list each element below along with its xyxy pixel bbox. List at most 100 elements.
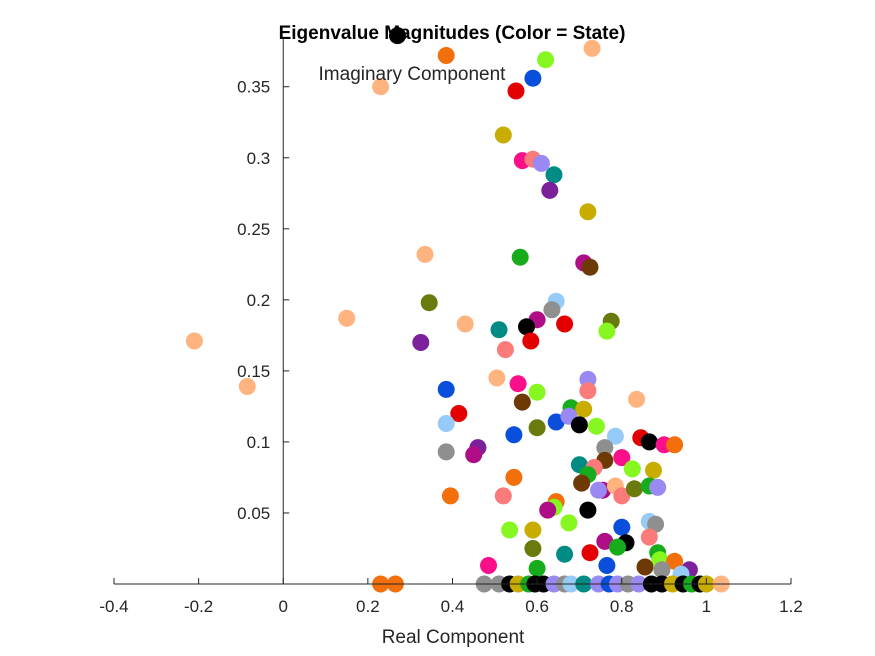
x-tick-label: 1.2 [779,597,803,616]
scatter-point [522,332,540,350]
x-tick-label: 0.6 [525,597,549,616]
scatter-point [625,480,643,498]
scatter-point [598,557,616,574]
scatter-point [579,501,597,519]
scatter-point [628,390,646,408]
scatter-point [613,518,631,536]
scatter-point [505,468,523,486]
chart-title: Eigenvalue Magnitudes (Color = State) [279,23,626,44]
scatter-point [573,474,591,492]
scatter-point [490,321,508,339]
scatter-point [494,487,512,505]
x-axis-label: Real Component [382,627,525,648]
scatter-point [338,309,356,327]
scatter-point [511,248,529,266]
scatter-point [537,51,555,69]
x-tick-label: 0.8 [610,597,634,616]
scatter-point [412,334,430,351]
scatter-point [441,487,459,505]
scatter-point [596,532,614,550]
scatter-point [590,481,607,499]
scatter-point [509,375,527,393]
scatter-point [570,416,588,434]
scatter-points [185,27,730,593]
y-tick-label: 0.1 [247,433,271,452]
scatter-point [556,315,574,333]
y-tick-label: 0.3 [247,149,271,168]
scatter-point [528,559,546,577]
scatter-point [513,393,531,411]
y-tick-label: 0.35 [237,78,270,97]
scatter-point [528,383,546,401]
scatter-point [416,245,434,263]
scatter-point [524,521,542,539]
y-axis-label: Imaginary Component [319,64,507,85]
scatter-point [532,154,550,172]
scatter-point [501,521,519,539]
scatter-point [598,322,616,340]
scatter-point [437,415,455,432]
y-tick-label: 0.15 [237,362,270,381]
scatter-point [583,39,601,57]
scatter-point [581,258,599,276]
x-tick-label: 1 [702,597,711,616]
scatter-point [437,380,455,398]
scatter-point [505,426,523,444]
scatter-point [560,514,578,532]
scatter-point [587,417,605,435]
scatter-point [496,341,514,359]
scatter-point [653,561,671,579]
scatter-point [437,443,455,461]
y-ticks: 0.05 0.1 0.15 0.2 0.25 0.3 0.35 [237,78,290,523]
scatter-point [581,544,599,562]
scatter-point [543,301,561,319]
y-tick-label: 0.25 [237,220,270,239]
scatter-point [524,540,542,557]
scatter-point [437,47,455,64]
scatter-point [185,332,203,350]
scatter-point [623,460,641,478]
scatter-point [666,552,684,570]
scatter-point [494,126,512,144]
scatter-point [640,433,658,451]
x-tick-label: -0.2 [184,597,213,616]
x-tick-label: 0.4 [441,597,465,616]
scatter-point [606,427,624,445]
x-tick-label: -0.4 [99,597,128,616]
scatter-point [575,400,593,418]
scatter-point [456,315,474,333]
scatter-point [507,82,525,100]
scatter-point [647,515,665,533]
scatter-point [524,69,542,87]
scatter-point [666,436,684,454]
scatter-point [545,166,563,184]
scatter-point [649,478,667,496]
scatter-point [372,78,390,96]
x-tick-label: 0 [279,597,288,616]
scatter-point [645,461,662,479]
scatter-point [238,378,256,395]
scatter-point [547,413,565,431]
scatter-point [579,203,597,221]
scatter-point [518,318,535,336]
scatter-point [579,382,597,400]
axes: -0.4 -0.2 0 0.2 0.4 0.6 0.8 1 1.2 0.05 0.1 0.15 0.2… [99,37,803,616]
scatter-point [541,181,559,199]
scatter-point [640,528,658,546]
scatter-point [389,27,406,45]
x-tick-label: 0.2 [356,597,380,616]
scatter-point [613,449,631,467]
scatter-point [528,419,546,437]
scatter-point [596,439,614,457]
scatter-point [539,501,557,519]
scatter-point [636,558,654,576]
x-ticks: -0.4 -0.2 0 0.2 0.4 0.6 0.8 1 1.2 [99,578,803,616]
scatter-point [556,545,574,563]
scatter-point [609,538,626,556]
scatter-point [450,405,468,422]
y-tick-label: 0.05 [237,504,270,523]
scatter-point [420,294,438,312]
scatter-point [465,446,483,464]
